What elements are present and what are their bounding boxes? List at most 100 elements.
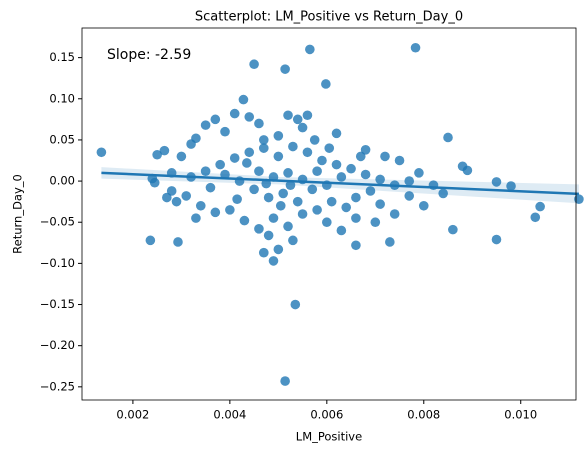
point xyxy=(145,235,156,246)
point xyxy=(297,209,308,219)
point xyxy=(302,110,313,121)
point xyxy=(530,212,541,223)
point xyxy=(336,172,347,182)
point xyxy=(275,200,286,211)
y-tick-label: −0.25 xyxy=(40,379,75,393)
x-tick-label: 0.006 xyxy=(310,408,343,422)
point xyxy=(365,186,376,196)
point xyxy=(149,177,160,188)
point xyxy=(280,64,290,74)
point xyxy=(418,200,429,211)
point xyxy=(249,59,259,70)
point xyxy=(96,147,107,158)
point xyxy=(394,155,405,166)
point xyxy=(273,244,284,255)
point xyxy=(205,182,216,193)
point xyxy=(321,79,331,89)
point xyxy=(244,112,255,122)
point xyxy=(176,151,187,162)
point xyxy=(191,213,201,223)
point xyxy=(288,141,298,152)
point xyxy=(324,143,335,153)
point xyxy=(273,151,284,162)
point xyxy=(220,126,230,137)
point xyxy=(254,166,264,177)
y-axis-label: Return_Day_0 xyxy=(11,174,25,254)
point xyxy=(263,192,274,203)
confidence-band xyxy=(101,167,579,204)
point xyxy=(491,177,502,187)
point xyxy=(326,196,337,207)
point xyxy=(309,135,320,145)
point xyxy=(283,221,293,232)
point xyxy=(238,94,249,105)
point xyxy=(200,166,211,177)
point xyxy=(360,145,371,155)
point xyxy=(351,240,361,251)
point xyxy=(491,234,502,245)
chart-title: Scatterplot: LM_Positive vs Return_Day_0 xyxy=(195,10,463,25)
x-tick-label: 0.004 xyxy=(213,408,246,422)
point xyxy=(166,186,177,196)
point xyxy=(302,147,313,158)
x-tick-label: 0.008 xyxy=(407,408,440,422)
point xyxy=(404,176,415,186)
point xyxy=(283,168,293,178)
point xyxy=(181,191,192,201)
point xyxy=(351,192,361,203)
point xyxy=(200,120,211,130)
point xyxy=(249,184,259,195)
point xyxy=(225,205,235,215)
point xyxy=(292,196,303,207)
point xyxy=(312,205,322,215)
point xyxy=(322,217,332,228)
point xyxy=(312,166,322,177)
point xyxy=(331,159,342,170)
point xyxy=(195,200,206,211)
point xyxy=(305,44,315,55)
point xyxy=(341,202,352,213)
y-tick-label: −0.20 xyxy=(40,338,75,352)
point xyxy=(285,180,296,190)
y-tick-label: 0.00 xyxy=(49,174,75,188)
point xyxy=(438,188,448,199)
point xyxy=(290,299,301,310)
point xyxy=(336,225,347,236)
annotation: Slope: -2.59 xyxy=(107,47,191,63)
point xyxy=(278,188,288,199)
y-tick-label: 0.05 xyxy=(49,132,75,146)
point xyxy=(254,118,264,129)
point xyxy=(414,168,424,178)
point xyxy=(443,132,453,143)
point xyxy=(288,235,298,246)
point xyxy=(263,230,274,241)
point xyxy=(220,169,230,180)
point xyxy=(173,237,183,247)
y-tick-label: 0.10 xyxy=(49,91,75,105)
x-tick-label: 0.010 xyxy=(504,408,537,422)
point xyxy=(229,153,240,163)
point xyxy=(457,161,468,172)
point xyxy=(375,199,385,209)
point xyxy=(229,108,240,119)
point xyxy=(171,196,182,207)
point xyxy=(215,159,225,170)
point xyxy=(292,114,303,125)
y-tick-label: −0.10 xyxy=(40,256,75,270)
point xyxy=(273,131,284,141)
point xyxy=(258,135,269,145)
point xyxy=(268,256,279,266)
point xyxy=(410,42,421,53)
y-tick-label: −0.05 xyxy=(40,215,75,229)
point xyxy=(210,114,221,125)
x-tick-label: 0.002 xyxy=(116,408,149,422)
point xyxy=(380,151,390,162)
point xyxy=(239,215,250,226)
point xyxy=(360,169,371,180)
point xyxy=(210,207,221,218)
point xyxy=(370,217,381,228)
point xyxy=(244,147,255,158)
point xyxy=(404,191,415,201)
point xyxy=(448,224,458,235)
